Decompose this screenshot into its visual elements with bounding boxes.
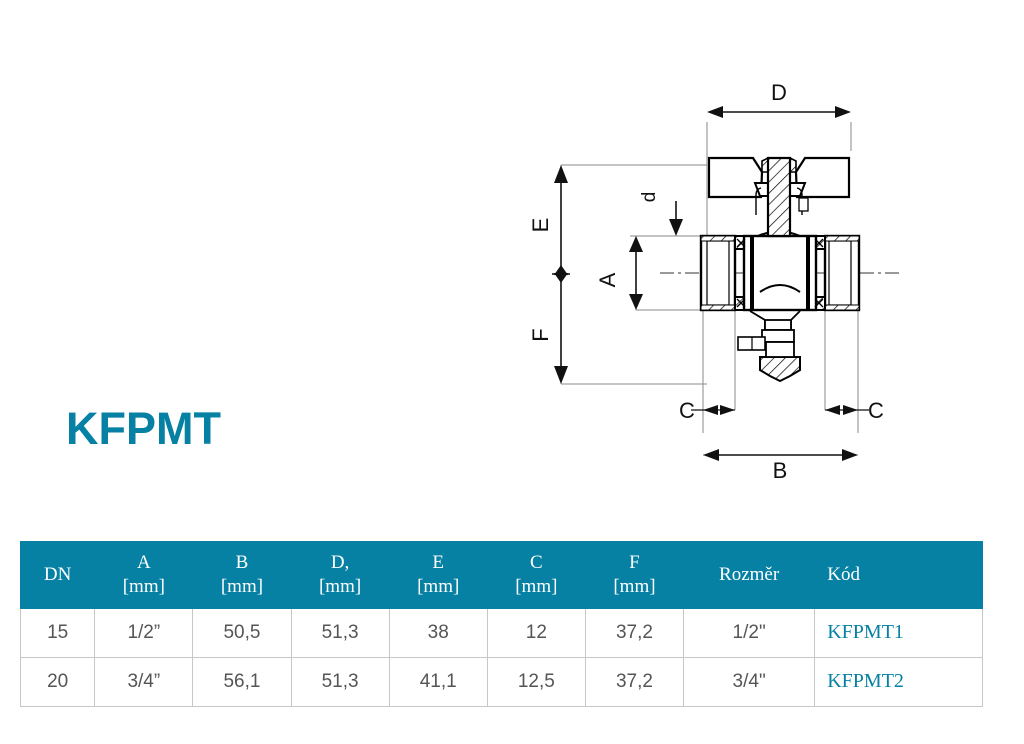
svg-text:D: D [771,80,787,105]
svg-text:d: d [639,192,660,203]
svg-text:E: E [528,218,553,233]
svg-text:B: B [773,458,788,483]
svg-text:C: C [868,398,884,423]
svg-text:F: F [528,328,553,341]
svg-text:A: A [595,272,620,287]
svg-text:C: C [679,398,695,423]
